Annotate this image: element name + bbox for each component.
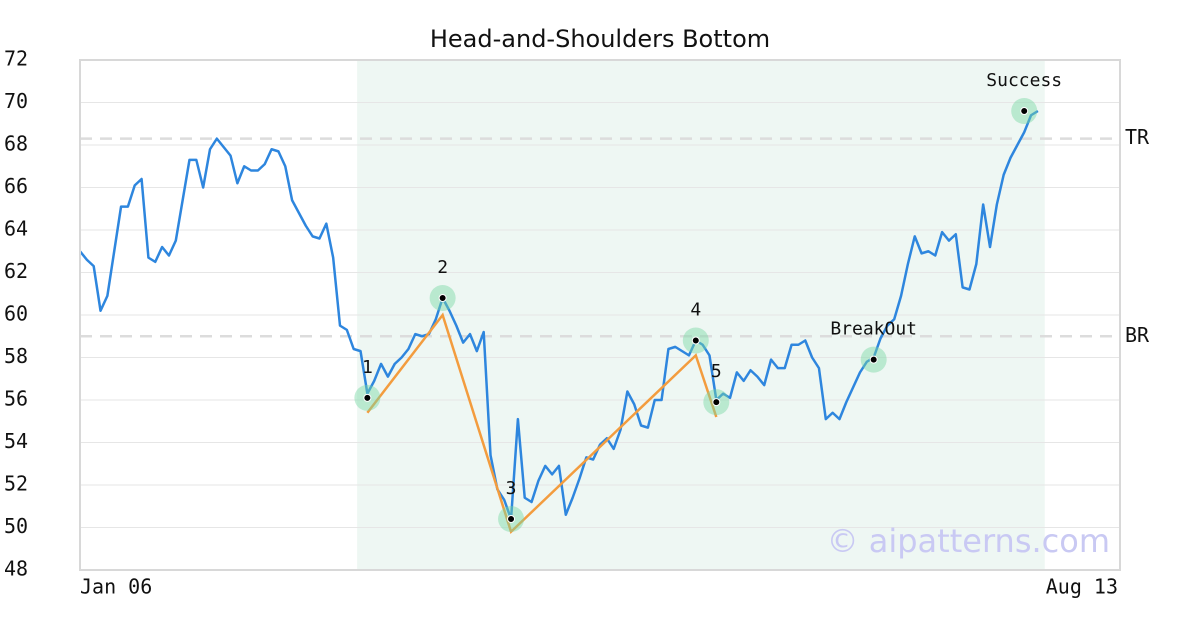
- point-dot: [869, 355, 878, 364]
- level-label: TR: [1125, 125, 1150, 149]
- price-line: [79, 109, 1039, 521]
- point-dot: [691, 336, 700, 345]
- point-label: Success: [986, 70, 1062, 91]
- y-tick-label: 62: [4, 259, 28, 283]
- point-label: 1: [362, 357, 373, 378]
- point-label: 4: [690, 300, 701, 321]
- plot-border: [79, 59, 1121, 571]
- y-tick-label: 48: [4, 557, 28, 581]
- y-tick-label: 66: [4, 174, 28, 198]
- point-dot: [1020, 107, 1029, 115]
- pattern-line: [366, 312, 718, 535]
- watermark: © aipatterns.com: [827, 522, 1110, 560]
- y-tick-label: 58: [4, 344, 28, 368]
- y-tick-label: 72: [4, 47, 28, 71]
- y-tick-label: 60: [4, 302, 28, 326]
- y-tick-label: 50: [4, 514, 28, 538]
- point-dot: [363, 393, 372, 402]
- y-tick-label: 56: [4, 387, 28, 411]
- point-dot: [438, 294, 447, 302]
- point-label: 3: [506, 478, 517, 499]
- y-tick-label: 68: [4, 132, 28, 156]
- point-dot: [507, 515, 516, 523]
- x-tick-label: Jan 06: [80, 575, 152, 599]
- x-tick-label: Aug 13: [1046, 575, 1118, 599]
- point-label: BreakOut: [830, 319, 917, 340]
- y-tick-label: 64: [4, 217, 28, 241]
- y-tick-label: 54: [4, 429, 28, 453]
- y-tick-label: 52: [4, 472, 28, 496]
- level-label: BR: [1125, 323, 1150, 347]
- chart-title: Head-and-Shoulders Bottom: [430, 25, 770, 53]
- point-dot: [712, 398, 721, 407]
- point-label: 5: [711, 361, 722, 382]
- y-tick-label: 70: [4, 89, 28, 113]
- point-label: 2: [437, 257, 448, 278]
